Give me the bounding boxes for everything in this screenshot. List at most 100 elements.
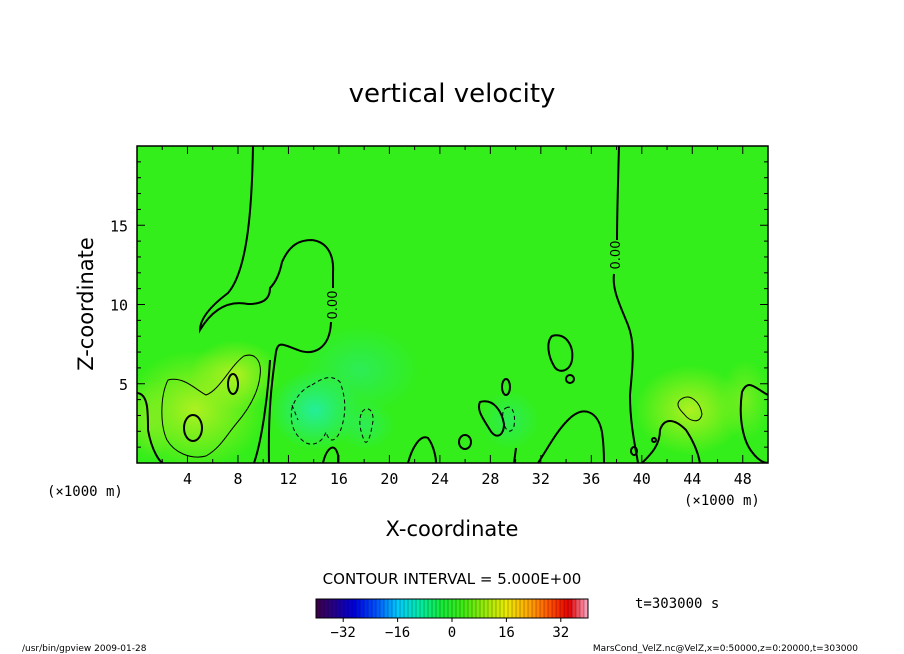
colorbar-segment	[320, 599, 325, 618]
field-blob	[480, 390, 540, 450]
x-tick-label: 28	[481, 470, 499, 488]
colorbar-segment	[416, 599, 421, 618]
colorbar-segment	[544, 599, 549, 618]
zero-contour	[630, 446, 638, 456]
colorbar-segment	[328, 599, 333, 618]
colorbar-segment	[528, 599, 533, 618]
x-unit-left: (×1000 m)	[47, 484, 123, 500]
colorbar-tick-label: 0	[448, 625, 456, 641]
colorbar-segment	[408, 599, 413, 618]
colorbar-segment	[392, 599, 397, 618]
x-tick-label: 40	[633, 470, 651, 488]
zero-contour	[612, 273, 639, 463]
zero-contour	[322, 446, 339, 463]
field-blob	[137, 380, 175, 460]
zero-contour	[253, 359, 271, 463]
colorbar-segment	[436, 599, 441, 618]
colorbar-segment	[452, 599, 457, 618]
x-tick-label: 44	[683, 470, 701, 488]
y-axis: 5 10 15	[110, 161, 768, 448]
colorbar-segment	[424, 599, 429, 618]
plot-area: 0.00 0.00	[136, 145, 769, 464]
colorbar-segment	[344, 599, 349, 618]
field-blob	[300, 325, 420, 415]
chart-title: vertical velocity	[349, 79, 556, 109]
x-tick-label: 8	[233, 470, 242, 488]
colorbar-segment	[484, 599, 489, 618]
colorbar-segment	[420, 599, 425, 618]
colorbar-segment	[332, 599, 337, 618]
colorbar-segment	[576, 599, 581, 618]
colorbar-segment	[324, 599, 329, 618]
x-axis-label: X-coordinate	[386, 517, 519, 541]
contour-label: 0.00	[326, 291, 341, 320]
x-unit-right: (×1000 m)	[684, 493, 760, 509]
zero-contour	[478, 400, 506, 437]
colorbar-segment	[384, 599, 389, 618]
zero-contour	[739, 383, 768, 463]
colorbar-ticks: −32 −16 0 16 32	[331, 618, 569, 641]
colorbar-segment	[468, 599, 473, 618]
colorbar-segment	[568, 599, 573, 618]
x-tick-label: 16	[330, 470, 348, 488]
colorbar-segment	[556, 599, 561, 618]
colorbar-segment	[496, 599, 501, 618]
colorbar-segment	[504, 599, 509, 618]
colorbar-segment	[388, 599, 393, 618]
negative-contour	[359, 408, 374, 443]
colorbar-segment	[448, 599, 453, 618]
positive-contour	[677, 396, 703, 422]
footer-left: /usr/bin/gpview 2009-01-28	[22, 644, 147, 654]
colorbar-segment	[580, 599, 585, 618]
colorbar-segment	[524, 599, 529, 618]
contour-label: 0.00	[609, 241, 624, 270]
x-tick-label: 20	[380, 470, 398, 488]
field-blob	[720, 360, 768, 440]
negative-contour	[290, 377, 346, 445]
negative-contours	[290, 377, 515, 445]
zero-contour	[651, 437, 657, 443]
y-axis-label: Z-coordinate	[74, 237, 98, 371]
footer-right: MarsCond_VelZ.nc@VelZ,x=0:50000,z=0:2000…	[593, 644, 858, 654]
colorbar-segment	[584, 599, 589, 618]
time-label: t=303000 s	[635, 596, 719, 612]
colorbar-segment	[532, 599, 537, 618]
zero-contour	[198, 146, 335, 334]
colorbar-segment	[380, 599, 385, 618]
colorbar-tick-label: −32	[331, 625, 356, 641]
colorbar-segment	[480, 599, 485, 618]
colorbar-segment	[428, 599, 433, 618]
colorbar-segment	[356, 599, 361, 618]
colorbar-segment	[336, 599, 341, 618]
y-tick-label: 15	[110, 217, 128, 235]
colorbar-segment	[476, 599, 481, 618]
colorbar-segment	[352, 599, 357, 618]
colorbar-segment	[572, 599, 577, 618]
colorbar-segment	[396, 599, 401, 618]
colorbar-tick-label: 16	[498, 625, 515, 641]
x-tick-label: 48	[734, 470, 752, 488]
zero-contour	[137, 392, 164, 463]
colorbar-segments	[315, 599, 589, 618]
x-tick-label: 36	[582, 470, 600, 488]
zero-contour	[547, 334, 574, 372]
colorbar-segment	[440, 599, 445, 618]
colorbar-segment	[500, 599, 505, 618]
colorbar-segment	[472, 599, 477, 618]
x-tick-label: 24	[431, 470, 449, 488]
colorbar-segment	[364, 599, 369, 618]
colorbar-segment	[560, 599, 565, 618]
colorbar-segment	[540, 599, 545, 618]
x-tick-label: 4	[183, 470, 192, 488]
zero-contour	[183, 414, 203, 442]
contour-interval: CONTOUR INTERVAL = 5.000E+00	[323, 570, 582, 588]
x-axis: 4 8 12 16 20 24 28 32 36 40 44 48	[161, 146, 752, 488]
colorbar-segment	[460, 599, 465, 618]
colorbar-segment	[536, 599, 541, 618]
colorbar-segment	[340, 599, 345, 618]
colorbar-segment	[316, 599, 321, 618]
colorbar-segment	[360, 599, 365, 618]
colorbar-segment	[372, 599, 377, 618]
colorbar-tick-label: 32	[552, 625, 569, 641]
